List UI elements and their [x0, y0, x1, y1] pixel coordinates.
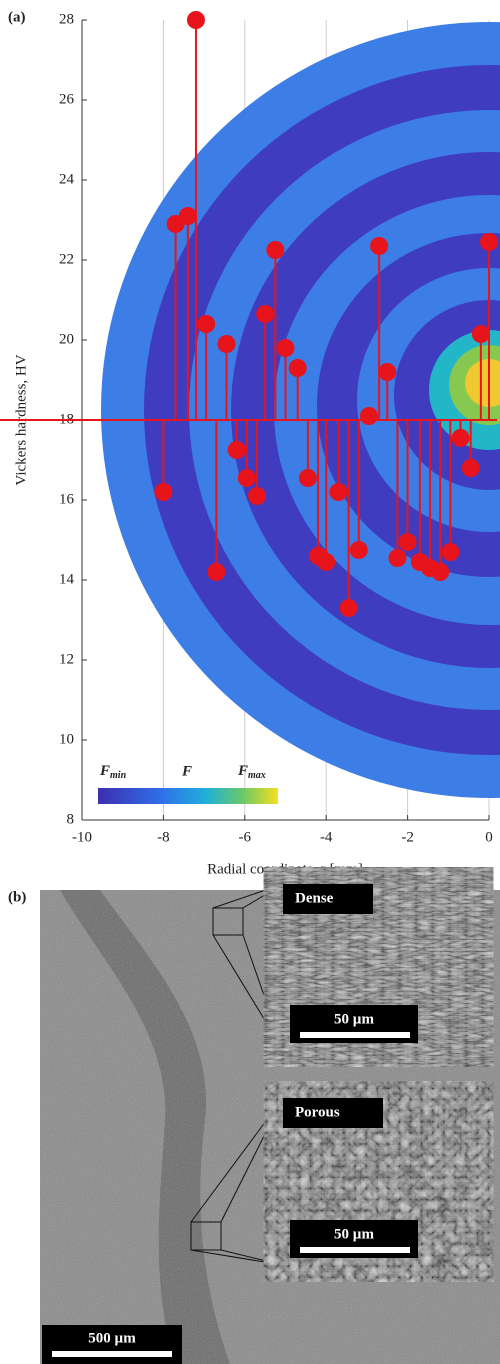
panel-label: (b) — [8, 889, 26, 905]
point — [329, 483, 348, 501]
colorbar-label: Fmax — [237, 763, 266, 781]
colorbar-sub: max — [248, 770, 266, 781]
point — [248, 487, 267, 505]
point — [339, 599, 358, 617]
point — [298, 469, 317, 487]
point — [359, 407, 378, 425]
point — [370, 237, 389, 255]
colorbar-symbol: F — [237, 763, 248, 779]
point — [317, 553, 336, 571]
colorbar-sub: min — [110, 770, 127, 781]
y-tick-label: 24 — [59, 171, 75, 187]
point — [378, 363, 397, 381]
x-tick-label: -6 — [239, 829, 252, 845]
point — [197, 315, 216, 333]
y-tick-label: 16 — [59, 491, 75, 507]
micrograph — [40, 883, 500, 1364]
heatmap — [101, 22, 500, 798]
x-tick-label: 0 — [485, 829, 493, 845]
point — [471, 325, 490, 343]
point — [217, 335, 236, 353]
point — [288, 359, 307, 377]
y-tick-label: 10 — [59, 731, 74, 747]
point — [178, 207, 197, 225]
colorbar — [98, 788, 278, 804]
scale-label: 50 µm — [334, 1226, 374, 1242]
point — [276, 339, 295, 357]
point — [256, 305, 275, 323]
scale-label: 500 µm — [88, 1330, 136, 1346]
point — [388, 549, 407, 567]
point — [349, 541, 368, 559]
point — [266, 241, 285, 259]
point — [461, 459, 480, 477]
panel-label: (a) — [8, 9, 26, 25]
point — [431, 563, 450, 581]
x-tick-label: -10 — [72, 829, 92, 845]
x-tick-label: -2 — [401, 829, 414, 845]
y-tick-label: 20 — [59, 331, 74, 347]
point — [480, 233, 498, 251]
point — [237, 469, 256, 487]
scale-label: 50 µm — [334, 1011, 374, 1027]
x-axis-label: Radial coordinate, r [mm] — [207, 861, 363, 877]
point — [451, 429, 470, 447]
x-tick-label: -4 — [320, 829, 333, 845]
colorbar-label: F — [181, 763, 192, 779]
point — [227, 441, 246, 459]
inset-label: Dense — [295, 890, 334, 906]
y-tick-label: 28 — [59, 11, 74, 27]
point — [154, 483, 173, 501]
y-tick-label: 8 — [67, 811, 75, 827]
point — [441, 543, 460, 561]
y-tick-label: 12 — [59, 651, 74, 667]
colorbar-label: Fmin — [99, 763, 127, 781]
x-tick-label: -8 — [157, 829, 170, 845]
y-tick-label: 22 — [59, 251, 74, 267]
y-tick-label: 14 — [59, 571, 75, 587]
colorbar-symbol: F — [99, 763, 110, 779]
point — [186, 11, 205, 29]
inset-label: Porous — [295, 1104, 340, 1120]
y-tick-label: 26 — [59, 91, 75, 107]
point — [398, 533, 417, 551]
point — [207, 563, 226, 581]
